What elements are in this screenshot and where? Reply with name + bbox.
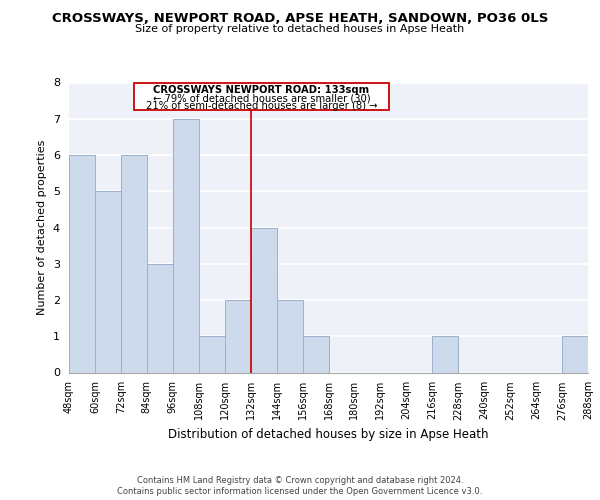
Bar xyxy=(432,336,458,372)
Bar xyxy=(277,300,302,372)
Text: Contains HM Land Registry data © Crown copyright and database right 2024.: Contains HM Land Registry data © Crown c… xyxy=(137,476,463,485)
Bar xyxy=(121,155,147,372)
Bar xyxy=(302,336,329,372)
Text: 21% of semi-detached houses are larger (8) →: 21% of semi-detached houses are larger (… xyxy=(146,100,377,110)
Text: Size of property relative to detached houses in Apse Heath: Size of property relative to detached ho… xyxy=(136,24,464,34)
Y-axis label: Number of detached properties: Number of detached properties xyxy=(37,140,47,315)
Bar xyxy=(224,300,251,372)
X-axis label: Distribution of detached houses by size in Apse Heath: Distribution of detached houses by size … xyxy=(168,428,489,441)
Text: Contains public sector information licensed under the Open Government Licence v3: Contains public sector information licen… xyxy=(118,487,482,496)
Text: CROSSWAYS, NEWPORT ROAD, APSE HEATH, SANDOWN, PO36 0LS: CROSSWAYS, NEWPORT ROAD, APSE HEATH, SAN… xyxy=(52,12,548,26)
Text: CROSSWAYS NEWPORT ROAD: 133sqm: CROSSWAYS NEWPORT ROAD: 133sqm xyxy=(154,86,370,96)
Bar xyxy=(95,191,121,372)
Bar xyxy=(251,228,277,372)
Bar xyxy=(199,336,224,372)
Bar xyxy=(69,155,95,372)
Bar xyxy=(562,336,588,372)
Bar xyxy=(173,118,199,372)
Bar xyxy=(147,264,173,372)
FancyBboxPatch shape xyxy=(134,82,389,110)
Text: ← 79% of detached houses are smaller (30): ← 79% of detached houses are smaller (30… xyxy=(152,94,370,104)
